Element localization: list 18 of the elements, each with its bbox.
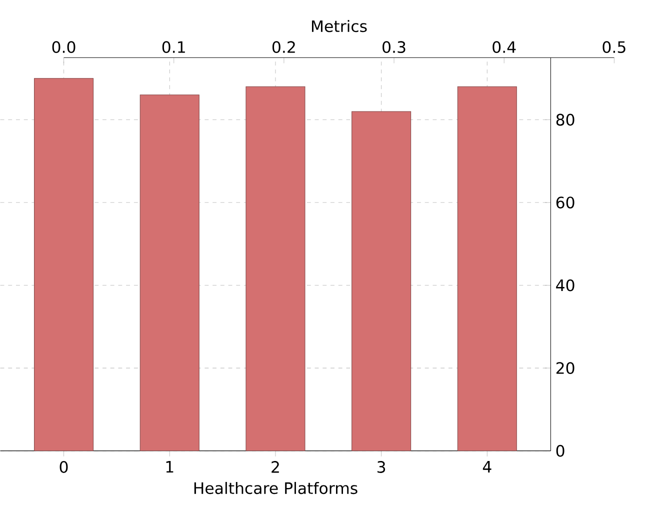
x-tick-label: 0	[60, 460, 68, 473]
y-tick-label: 40	[556, 279, 574, 292]
x2-tick-label: 0.4	[492, 40, 516, 53]
x-tick-label: 3	[378, 460, 386, 473]
y-tick-label: 80	[556, 114, 574, 126]
x-tick-label: 4	[482, 460, 492, 472]
x-tick-label: 1	[166, 460, 174, 472]
x-axis-title: Healthcare Platforms	[194, 482, 358, 494]
x2-tick-label: 0.5	[602, 40, 626, 53]
y-tick-label: 60	[556, 196, 574, 208]
y-tick-label: 20	[556, 362, 574, 374]
x2-axis-title: Metrics	[312, 20, 367, 32]
x2-tick-label: 0.3	[382, 40, 406, 53]
x-tick-label: 2	[272, 460, 279, 473]
x2-tick-label: 0.0	[52, 40, 76, 53]
y-tick-label: 0	[556, 444, 564, 457]
x2-tick-label: 0.1	[162, 40, 185, 53]
x2-tick-label: 0.2	[272, 40, 295, 53]
